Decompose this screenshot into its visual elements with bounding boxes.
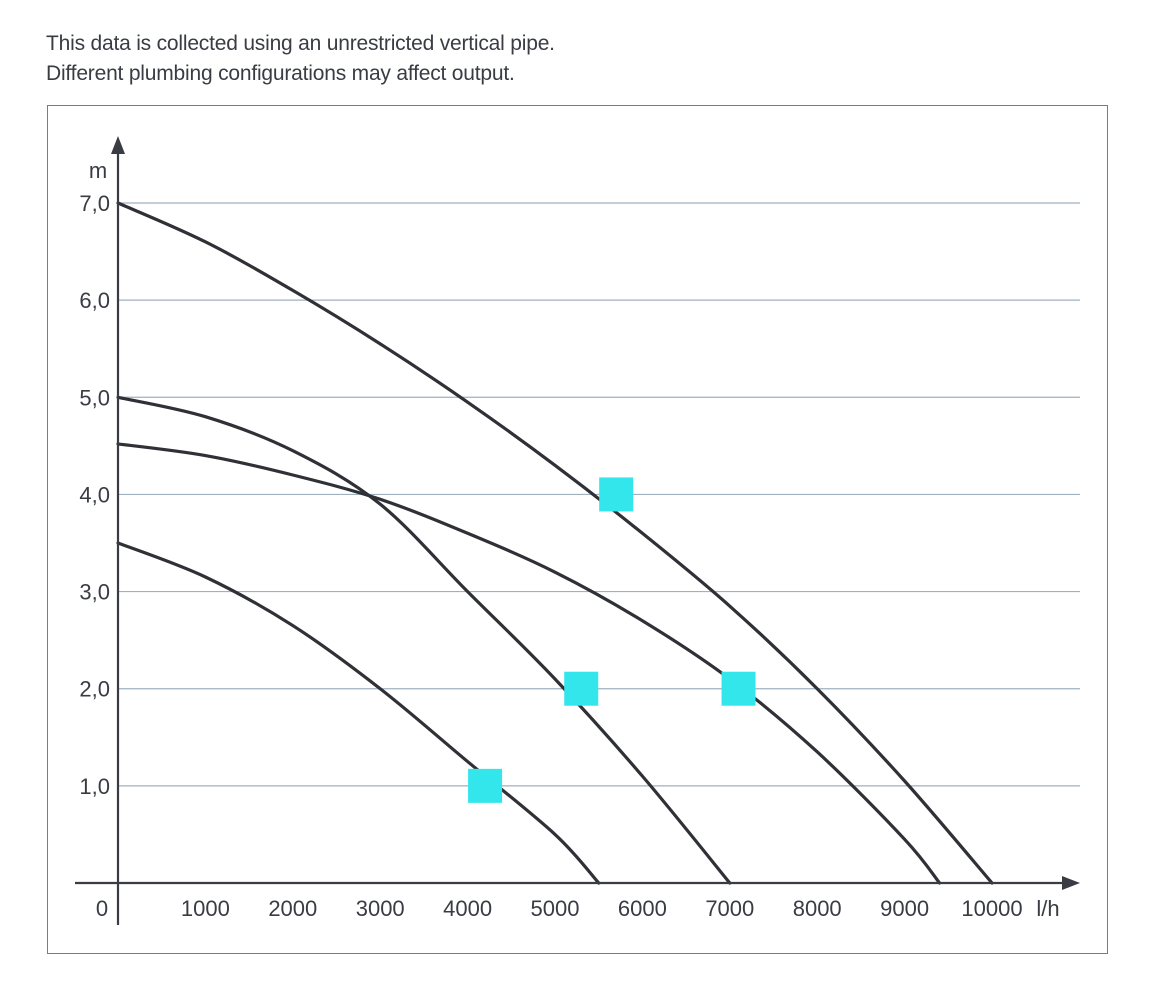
- y-tick-label: 5,0: [79, 385, 110, 410]
- x-tick-label: 6000: [618, 896, 667, 921]
- pump-curve-3: [116, 442, 942, 885]
- x-tick-label: 7000: [705, 896, 754, 921]
- y-axis-label: m: [89, 158, 107, 183]
- grid-lines: [118, 202, 1080, 787]
- y-tick-label: 4,0: [79, 482, 110, 507]
- y-tick-label: 2,0: [79, 677, 110, 702]
- operating-point-marker: [468, 768, 503, 803]
- markers: [468, 477, 756, 803]
- x-tick-label: 2000: [268, 896, 317, 921]
- x-tick-label: 3000: [356, 896, 405, 921]
- curves: [116, 201, 994, 885]
- y-tick-label: 3,0: [79, 580, 110, 605]
- x-tick-label: 4000: [443, 896, 492, 921]
- operating-point-marker: [721, 671, 756, 706]
- operating-point-marker: [564, 671, 599, 706]
- pump-curve-2: [116, 395, 732, 885]
- y-tick-label: 1,0: [79, 774, 110, 799]
- chart-frame: [47, 105, 1108, 954]
- y-tick-label: 7,0: [79, 191, 110, 216]
- chart-note-line-1: This data is collected using an unrestri…: [46, 32, 555, 55]
- x-tick-label: 0: [96, 896, 108, 921]
- axes: [75, 136, 1080, 925]
- y-axis-arrow: [111, 136, 125, 154]
- x-axis-arrow: [1062, 876, 1080, 890]
- pump-curve-4: [116, 541, 601, 885]
- x-tick-label: 1000: [181, 896, 230, 921]
- x-tick-label: 8000: [793, 896, 842, 921]
- x-tick-label: 9000: [880, 896, 929, 921]
- chart-note-line-2: Different plumbing configurations may af…: [46, 62, 515, 85]
- y-tick-label: 6,0: [79, 288, 110, 313]
- operating-point-marker: [599, 477, 634, 512]
- x-tick-label: 10000: [961, 896, 1022, 921]
- x-tick-label: 5000: [531, 896, 580, 921]
- tick-labels: 1,0 2,0 3,0 4,0 5,0 6,0 7,0 0 1000 2000 3000 4000 50…: [79, 158, 1059, 921]
- pump-curve-1: [116, 201, 994, 885]
- x-axis-label: l/h: [1036, 896, 1059, 921]
